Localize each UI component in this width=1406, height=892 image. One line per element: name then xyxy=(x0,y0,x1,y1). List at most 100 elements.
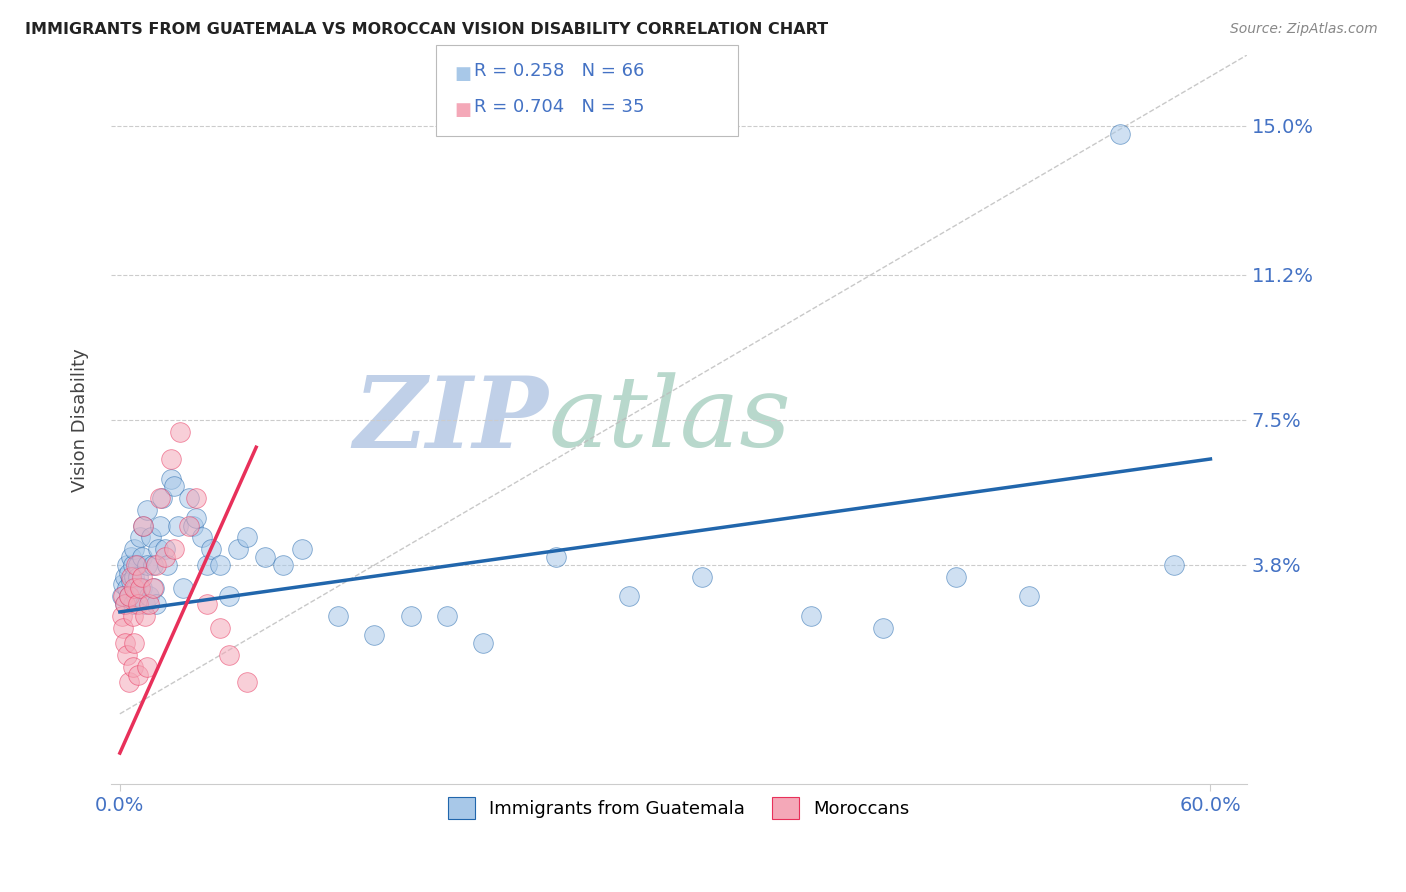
Point xyxy=(169,425,191,439)
Point xyxy=(136,503,159,517)
Point xyxy=(146,542,169,557)
Y-axis label: Vision Disability: Vision Disability xyxy=(72,348,89,491)
Point xyxy=(159,472,181,486)
Point xyxy=(136,660,159,674)
Point xyxy=(163,479,186,493)
Point xyxy=(208,621,231,635)
Point xyxy=(115,582,138,596)
Point xyxy=(472,636,495,650)
Point xyxy=(436,608,458,623)
Point xyxy=(118,566,141,580)
Point xyxy=(190,530,212,544)
Point xyxy=(114,597,136,611)
Point xyxy=(115,648,138,662)
Point xyxy=(131,549,153,564)
Point xyxy=(134,608,156,623)
Point xyxy=(156,558,179,572)
Point xyxy=(195,597,218,611)
Point xyxy=(127,597,149,611)
Text: R = 0.704   N = 35: R = 0.704 N = 35 xyxy=(474,98,644,116)
Point xyxy=(181,518,204,533)
Point xyxy=(872,621,894,635)
Text: ■: ■ xyxy=(454,65,471,83)
Text: ZIP: ZIP xyxy=(353,372,548,468)
Point xyxy=(177,491,200,506)
Text: Source: ZipAtlas.com: Source: ZipAtlas.com xyxy=(1230,22,1378,37)
Point xyxy=(121,558,143,572)
Point xyxy=(120,569,142,583)
Point xyxy=(363,628,385,642)
Point xyxy=(945,569,967,583)
Point xyxy=(136,558,159,572)
Point xyxy=(155,549,177,564)
Text: atlas: atlas xyxy=(548,372,792,467)
Legend: Immigrants from Guatemala, Moroccans: Immigrants from Guatemala, Moroccans xyxy=(440,790,917,827)
Point xyxy=(127,569,149,583)
Point xyxy=(236,675,259,690)
Point xyxy=(112,577,135,591)
Point xyxy=(155,542,177,557)
Point xyxy=(128,530,150,544)
Point xyxy=(145,597,167,611)
Point xyxy=(690,569,713,583)
Point xyxy=(149,518,172,533)
Point xyxy=(291,542,314,557)
Point xyxy=(186,511,208,525)
Point xyxy=(112,589,135,603)
Point xyxy=(546,549,568,564)
Point xyxy=(121,660,143,674)
Point xyxy=(1018,589,1040,603)
Point xyxy=(125,558,148,572)
Point xyxy=(124,542,146,557)
Point xyxy=(124,569,146,583)
Point xyxy=(143,582,166,596)
Point xyxy=(120,574,142,588)
Point xyxy=(218,589,240,603)
Point xyxy=(138,589,160,603)
Point xyxy=(138,597,160,611)
Text: R = 0.258   N = 66: R = 0.258 N = 66 xyxy=(474,62,644,80)
Point xyxy=(134,597,156,611)
Point xyxy=(208,558,231,572)
Point xyxy=(115,558,138,572)
Point xyxy=(125,582,148,596)
Point xyxy=(114,636,136,650)
Point xyxy=(118,675,141,690)
Point xyxy=(121,597,143,611)
Point xyxy=(139,530,162,544)
Point xyxy=(800,608,823,623)
Point xyxy=(131,582,153,596)
Point xyxy=(195,558,218,572)
Point xyxy=(1108,127,1130,141)
Point xyxy=(177,518,200,533)
Point xyxy=(127,558,149,572)
Point xyxy=(112,621,135,635)
Point xyxy=(149,491,172,506)
Point xyxy=(114,569,136,583)
Point xyxy=(150,491,173,506)
Point xyxy=(142,558,165,572)
Point xyxy=(254,549,277,564)
Point xyxy=(120,549,142,564)
Point xyxy=(118,589,141,603)
Point xyxy=(118,589,141,603)
Point xyxy=(124,636,146,650)
Point xyxy=(163,542,186,557)
Point xyxy=(132,518,155,533)
Point xyxy=(132,518,155,533)
Text: IMMIGRANTS FROM GUATEMALA VS MOROCCAN VISION DISABILITY CORRELATION CHART: IMMIGRANTS FROM GUATEMALA VS MOROCCAN VI… xyxy=(25,22,828,37)
Point xyxy=(226,542,249,557)
Point xyxy=(128,582,150,596)
Point xyxy=(124,582,146,596)
Point xyxy=(167,518,190,533)
Point xyxy=(111,608,134,623)
Point xyxy=(617,589,640,603)
Point xyxy=(142,582,165,596)
Point xyxy=(111,589,134,603)
Point xyxy=(1163,558,1185,572)
Point xyxy=(172,582,194,596)
Point xyxy=(125,589,148,603)
Point xyxy=(273,558,295,572)
Point xyxy=(127,667,149,681)
Point xyxy=(159,452,181,467)
